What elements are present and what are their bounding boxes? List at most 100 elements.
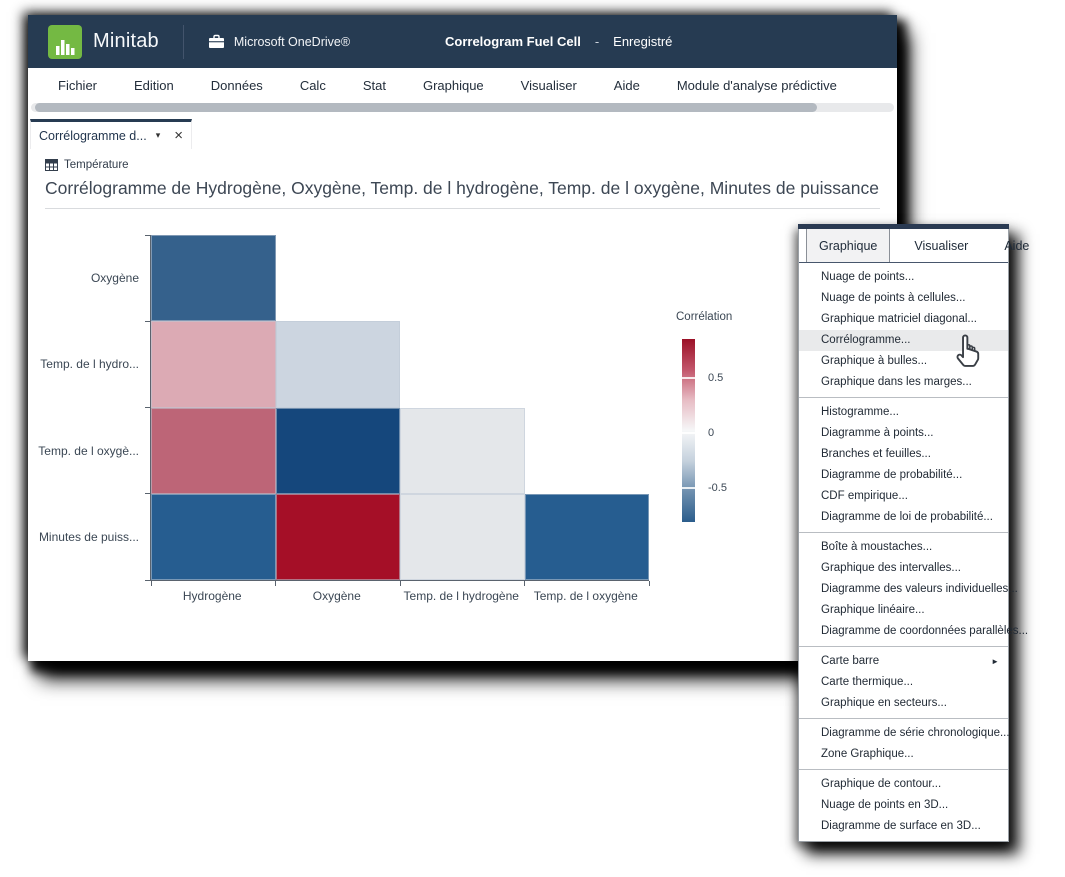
menu-item-nuage-de-points[interactable]: Nuage de points...: [821, 271, 915, 283]
menu-item-graphique-linéaire[interactable]: Graphique linéaire...: [821, 604, 925, 616]
minitab-logo-icon[interactable]: [48, 24, 82, 59]
heatmap-cell: [275, 407, 400, 494]
menubar-item-edition[interactable]: Edition: [134, 78, 174, 93]
brand-name: Minitab: [93, 30, 159, 52]
y-axis-label: Minutes de puiss...: [38, 529, 139, 544]
menu-item-diagramme-à-points[interactable]: Diagramme à points...: [821, 427, 934, 439]
submenu-arrow-icon: ►: [991, 657, 999, 666]
x-axis-label: Temp. de l hydrogène: [403, 589, 519, 603]
chart-title: Corrélogramme de Hydrogène, Oxygène, Tem…: [45, 178, 879, 198]
menubar-item-aide[interactable]: Aide: [613, 78, 640, 93]
heatmap-cell: [400, 493, 525, 580]
legend-title: Corrélation: [676, 311, 733, 323]
menu-item-branches-et-feuilles[interactable]: Branches et feuilles...: [821, 448, 931, 460]
horizontal-scrollbar-thumb[interactable]: [35, 103, 817, 112]
menu-item-corrélogramme[interactable]: Corrélogramme...: [799, 330, 1008, 351]
menu-item-graphique-des-intervalles[interactable]: Graphique des intervalles...: [821, 562, 961, 574]
menu-panel-tabs: Graphique Visualiser Aide: [799, 229, 1029, 263]
x-axis-tick: [275, 581, 276, 586]
menu-separator: [799, 646, 1008, 647]
storage-label: Microsoft OneDrive®: [233, 34, 351, 49]
menu-separator: [799, 532, 1008, 533]
heatmap-cell: [275, 493, 400, 580]
menu-item-diagramme-des-valeurs-individuelles[interactable]: Diagramme des valeurs individuelles...: [821, 583, 1018, 595]
y-axis-labels: Oxygène Temp. de l hydro... Temp. de l oxy…: [28, 235, 145, 580]
menubar-item-fichier[interactable]: Fichier: [58, 78, 98, 93]
menu-separator: [799, 718, 1008, 719]
menu-tab-aide[interactable]: Aide: [1004, 238, 1030, 253]
title-divider: [45, 208, 880, 209]
menu-item-nuage-de-points-à-cellules[interactable]: Nuage de points à cellules...: [821, 292, 966, 304]
y-axis-label: Temp. de l oxygè...: [38, 443, 139, 458]
legend-tick-line: [682, 486, 695, 489]
heatmap-cell: [151, 407, 276, 494]
storage-location[interactable]: Microsoft OneDrive®: [208, 34, 350, 49]
menu-tab-visualiser[interactable]: Visualiser: [914, 238, 969, 253]
hand-cursor-icon: [952, 332, 986, 375]
menu-item-diagramme-de-surface-en-3d[interactable]: Diagramme de surface en 3D...: [821, 820, 981, 832]
menu-item-graphique-en-secteurs[interactable]: Graphique en secteurs...: [821, 697, 947, 709]
menu-tab-graphique[interactable]: Graphique: [806, 229, 891, 262]
menubar-item-module-d-analyse-prédictive[interactable]: Module d'analyse prédictive: [676, 78, 837, 93]
heatmap-cell: [400, 407, 525, 494]
x-axis-tick: [648, 581, 650, 586]
chevron-down-icon[interactable]: ▾: [155, 130, 161, 140]
x-axis-tick: [524, 581, 525, 586]
menubar-item-graphique[interactable]: Graphique: [422, 78, 484, 93]
menu-item-diagramme-de-coordonnées-parallèles[interactable]: Diagramme de coordonnées parallèles...: [821, 625, 1029, 637]
legend-tick-label: 0.5: [708, 371, 724, 384]
menubar-item-visualiser[interactable]: Visualiser: [520, 78, 577, 93]
menu-item-diagramme-de-loi-de-probabilité[interactable]: Diagramme de loi de probabilité...: [821, 511, 993, 523]
x-axis-label: Oxygène: [312, 589, 361, 603]
menu-item-histogramme[interactable]: Histogramme...: [821, 406, 899, 418]
menubar-item-calc[interactable]: Calc: [299, 78, 326, 93]
heatmap-cell: [151, 493, 276, 580]
save-status: Enregistré: [613, 34, 673, 49]
worksheet-name: Température: [64, 159, 129, 171]
horizontal-scrollbar-track[interactable]: [31, 103, 894, 112]
tab-correlogramme[interactable]: Corrélogramme d... ▾ ×: [30, 119, 192, 149]
y-axis-tick: [145, 579, 150, 581]
minitab-app-window: Minitab Microsoft OneDrive® Correlogram …: [28, 15, 897, 661]
legend-tick-line: [682, 432, 695, 435]
graphique-menu-panel: Graphique Visualiser Aide Nuage de points.…: [798, 224, 1029, 842]
document-title-group: Correlogram Fuel Cell - Enregistré: [445, 15, 672, 68]
close-icon[interactable]: ×: [174, 127, 183, 144]
tab-label: Corrélogramme d...: [39, 128, 146, 143]
correlogram-chart: Oxygène Temp. de l hydro... Temp. de l oxy…: [28, 205, 897, 661]
menu-item-nuage-de-points-en-3d[interactable]: Nuage de points en 3D...: [821, 799, 949, 811]
briefcase-icon: [208, 34, 224, 48]
document-separator: -: [594, 34, 600, 49]
menu-item-carte-barre[interactable]: Carte barre ►: [799, 651, 1008, 672]
heatmap-grid: [145, 234, 650, 586]
menu-item-diagramme-de-série-chronologique[interactable]: Diagramme de série chronologique...: [821, 727, 1010, 739]
menu-item-graphique-de-contour[interactable]: Graphique de contour...: [821, 778, 942, 790]
menu-item-graphique-matriciel-diagonal[interactable]: Graphique matriciel diagonal...: [821, 313, 977, 325]
legend-tick-label: 0: [708, 427, 715, 440]
heatmap-cell: [524, 493, 649, 580]
menu-item-carte-thermique[interactable]: Carte thermique...: [821, 676, 914, 688]
legend-tick-label: -0.5: [708, 481, 727, 494]
menu-item-cdf-empirique[interactable]: CDF empirique...: [821, 490, 908, 502]
menu-item-boîte-à-moustaches[interactable]: Boîte à moustaches...: [821, 541, 933, 553]
y-axis-tick: [145, 493, 150, 495]
menu-item-graphique-à-bulles[interactable]: Graphique à bulles...: [821, 355, 928, 367]
color-scale-bar: 0.5 0 -0.5: [682, 339, 727, 522]
top-bar: Minitab Microsoft OneDrive® Correlogram …: [28, 15, 897, 68]
x-axis-labels: Hydrogène Oxygène Temp. de l hydrogène Temp…: [150, 580, 648, 603]
worksheet-row: Température: [45, 159, 897, 171]
topbar-divider: [182, 24, 184, 59]
y-axis-tick: [145, 407, 150, 408]
output-tab-strip: Corrélogramme d... ▾ ×: [28, 112, 897, 149]
worksheet-grid-icon: [45, 159, 58, 171]
menu-item-graphique-dans-les-marges[interactable]: Graphique dans les marges...: [821, 376, 972, 388]
y-axis-tick: [145, 320, 150, 322]
x-axis-tick: [150, 581, 152, 586]
menu-separator: [799, 397, 1008, 398]
legend-tick-line: [682, 376, 695, 379]
menu-separator: [799, 769, 1008, 770]
menu-item-diagramme-de-probabilité[interactable]: Diagramme de probabilité...: [821, 469, 963, 481]
menu-item-zone-graphique[interactable]: Zone Graphique...: [821, 748, 914, 760]
menubar-item-stat[interactable]: Stat: [362, 78, 386, 93]
menubar-item-données[interactable]: Données: [210, 78, 263, 93]
